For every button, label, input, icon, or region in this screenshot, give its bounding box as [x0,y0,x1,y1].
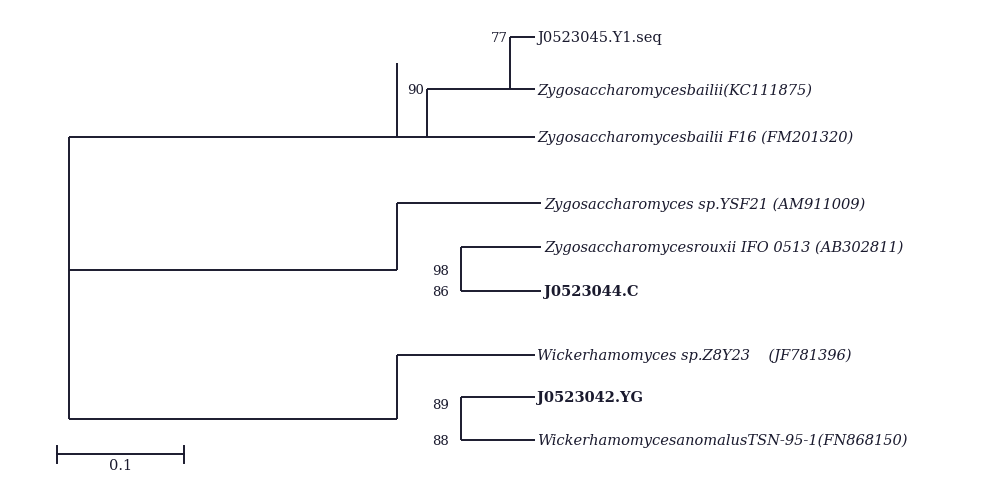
Text: 77: 77 [491,31,508,45]
Text: Zygosaccharomycesrouxii IFO 0513 (AB302811): Zygosaccharomycesrouxii IFO 0513 (AB3028… [544,241,903,255]
Text: 0.1: 0.1 [109,458,132,472]
Text: Zygosaccharomycesbailii F16 (FM201320): Zygosaccharomycesbailii F16 (FM201320) [537,131,853,145]
Text: Zygosaccharomyces sp.YSF21 (AM911009): Zygosaccharomyces sp.YSF21 (AM911009) [544,197,865,211]
Text: J0523044.C: J0523044.C [544,285,639,299]
Text: 86: 86 [432,285,449,298]
Text: J0523045.Y1.seq: J0523045.Y1.seq [537,31,662,45]
Text: 98: 98 [432,264,449,277]
Text: Zygosaccharomycesbailii(KC111875): Zygosaccharomycesbailii(KC111875) [537,83,812,97]
Text: 90: 90 [407,84,424,97]
Text: 88: 88 [432,434,449,447]
Text: WickerhamomycesanomalusTSN-95-1(FN868150): WickerhamomycesanomalusTSN-95-1(FN868150… [537,433,908,447]
Text: 89: 89 [432,398,449,411]
Text: J0523042.YG: J0523042.YG [537,391,643,405]
Text: Wickerhamomyces sp.Z8Y23    (JF781396): Wickerhamomyces sp.Z8Y23 (JF781396) [537,348,852,362]
